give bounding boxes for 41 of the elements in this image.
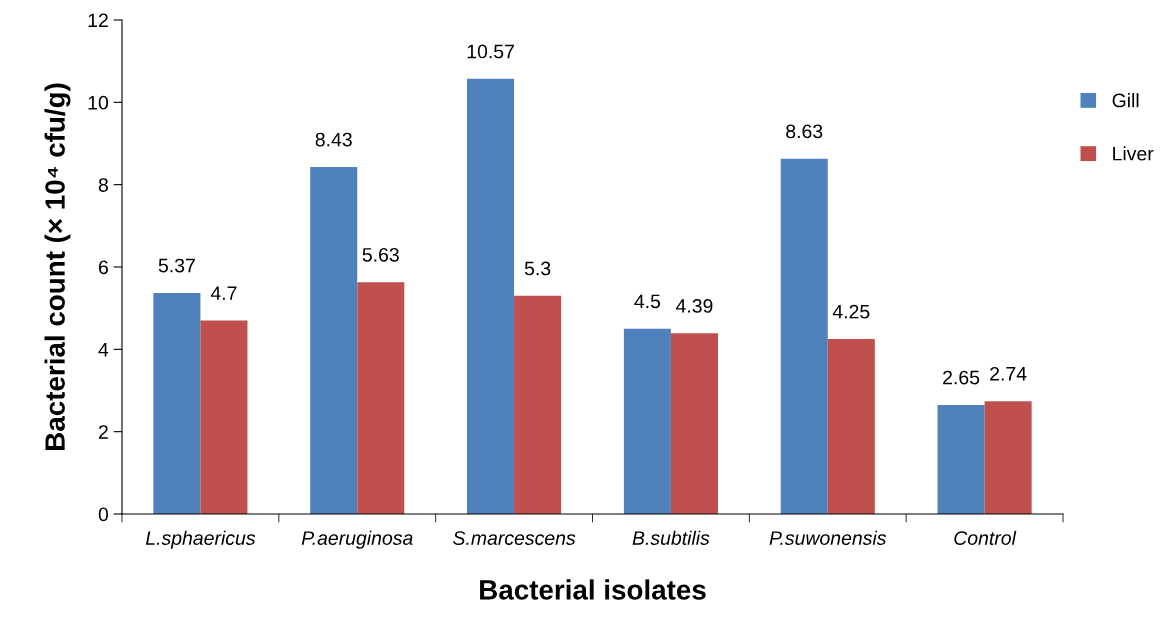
- y-axis-title: Bacterial count (× 10⁴ cfu/g): [44, 83, 71, 450]
- x-tick-label: P.suwonensis: [769, 530, 887, 545]
- x-tick-label: B.subtilis: [632, 530, 710, 545]
- x-tick-label: P.aeruginosa: [301, 530, 413, 549]
- y-tick-label: 6: [98, 260, 108, 275]
- legend-label: Liver: [1113, 146, 1154, 161]
- data-label: 5.63: [362, 247, 399, 262]
- data-label: 8.43: [315, 132, 352, 147]
- data-label: 4.7: [210, 286, 237, 300]
- bar: [357, 282, 405, 514]
- bar: [310, 166, 358, 514]
- x-tick-label: Control: [954, 530, 1017, 545]
- y-tick-label: 8: [98, 178, 108, 192]
- bar: [937, 404, 985, 514]
- x-tick-label: S.marcescens: [453, 531, 576, 545]
- y-tick-label: 0: [98, 507, 109, 522]
- data-label: 8.63: [786, 124, 823, 139]
- y-tick-label: 2: [98, 425, 108, 439]
- bar: [200, 320, 248, 514]
- data-label: 4.39: [675, 299, 713, 313]
- data-label: 4.5: [634, 294, 661, 309]
- data-label: 5.3: [524, 261, 551, 276]
- bar: [467, 78, 515, 514]
- data-label: 2.65: [943, 370, 980, 385]
- bar: [153, 292, 201, 514]
- data-label: 2.74: [990, 366, 1027, 381]
- data-label: 5.37: [158, 258, 195, 273]
- legend-label: Gill: [1112, 93, 1139, 108]
- x-axis-title: Bacterial isolates: [480, 579, 706, 600]
- x-tick-label: L.sphaericus: [145, 530, 256, 549]
- data-label: 10.57: [467, 44, 514, 59]
- y-tick-label: 4: [98, 343, 109, 357]
- y-tick-label: 10: [88, 95, 109, 110]
- bar: [827, 339, 875, 514]
- bar: [623, 328, 671, 514]
- bar: [514, 295, 562, 514]
- bar: [984, 401, 1032, 514]
- bar: [670, 333, 718, 514]
- bar: [780, 158, 828, 514]
- data-label: 4.25: [832, 304, 870, 319]
- y-tick-label: 12: [88, 13, 108, 28]
